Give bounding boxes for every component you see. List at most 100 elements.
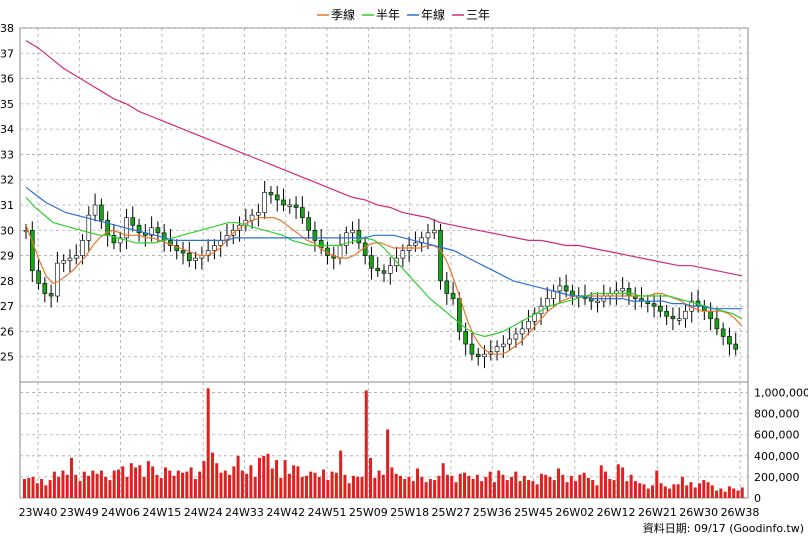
candle-body bbox=[262, 192, 267, 213]
candle-body bbox=[526, 321, 531, 330]
candle-body bbox=[507, 338, 512, 345]
candle-body bbox=[720, 328, 726, 337]
volume-bar bbox=[467, 475, 471, 498]
volume-bar bbox=[287, 473, 291, 498]
x-tick-label: 26W21 bbox=[638, 506, 677, 519]
volume-bar bbox=[364, 390, 368, 498]
volume-bar bbox=[343, 474, 347, 498]
volume-bar bbox=[638, 483, 642, 498]
volume-bar bbox=[99, 470, 103, 498]
candle-body bbox=[293, 204, 299, 208]
candle-body bbox=[626, 288, 632, 297]
candle-body bbox=[375, 267, 381, 272]
volume-bar bbox=[441, 463, 445, 498]
candle-body bbox=[501, 343, 506, 347]
x-tick-label: 25W09 bbox=[349, 506, 388, 519]
volume-bar bbox=[463, 472, 467, 498]
volume-bar bbox=[356, 476, 360, 498]
volume-bar bbox=[275, 460, 279, 498]
volume-bar bbox=[304, 475, 308, 498]
volume-bar bbox=[492, 482, 496, 498]
x-tick-label: 24W24 bbox=[184, 506, 223, 519]
x-tick-label: 25W27 bbox=[432, 506, 471, 519]
volume-bar bbox=[680, 476, 684, 498]
price-tick-label: 35 bbox=[0, 98, 14, 111]
ma-line bbox=[25, 186, 742, 310]
volume-bar bbox=[215, 463, 219, 498]
volume-bar bbox=[522, 475, 526, 498]
candle-body bbox=[714, 318, 720, 330]
candle-body bbox=[337, 245, 343, 259]
candle-body bbox=[130, 217, 136, 226]
candle-body bbox=[475, 353, 481, 358]
volume-bar bbox=[698, 483, 701, 498]
volume-bar bbox=[193, 479, 197, 498]
candle-body bbox=[450, 293, 456, 299]
volume-bar bbox=[646, 488, 650, 498]
volume-bar bbox=[586, 477, 590, 498]
volume-bar bbox=[604, 471, 608, 498]
volume-bar bbox=[87, 475, 91, 498]
volume-bar bbox=[433, 480, 437, 498]
volume-bar bbox=[360, 476, 364, 498]
volume-bar bbox=[257, 457, 261, 498]
volume-bar bbox=[655, 470, 659, 498]
volume-bar bbox=[223, 470, 227, 498]
candle-body bbox=[387, 265, 393, 274]
price-tick-label: 26 bbox=[0, 325, 14, 338]
volume-bar bbox=[420, 476, 424, 498]
candle-body bbox=[620, 288, 625, 292]
candle-body bbox=[727, 336, 732, 345]
candle-body bbox=[136, 224, 142, 234]
volume-bar bbox=[595, 485, 599, 498]
candle-body bbox=[67, 257, 73, 261]
candle-body bbox=[287, 204, 293, 207]
candle-body bbox=[551, 290, 556, 299]
x-tick-label: 23W40 bbox=[19, 506, 58, 519]
candle-body bbox=[670, 315, 676, 320]
x-tick-label: 24W51 bbox=[308, 506, 347, 519]
candle-body bbox=[306, 217, 311, 231]
candle-body bbox=[249, 214, 255, 221]
volume-bar bbox=[202, 461, 206, 498]
volume-bar bbox=[266, 453, 270, 498]
volume-tick-label: 600,000 bbox=[754, 429, 800, 442]
volume-bar bbox=[116, 469, 120, 498]
candle-body bbox=[55, 262, 60, 297]
volume-bar bbox=[565, 482, 569, 498]
volume-bar bbox=[134, 467, 138, 498]
volume-bar bbox=[424, 482, 428, 498]
volume-bar bbox=[672, 484, 676, 498]
volume-bar bbox=[723, 491, 727, 498]
candle-body bbox=[61, 260, 66, 264]
volume-bar bbox=[292, 465, 296, 498]
volume-bar bbox=[322, 469, 326, 498]
price-tick-label: 33 bbox=[0, 148, 14, 161]
volume-y-axis: 0 200,000 400,000 600,000 800,000 1,000,000 bbox=[754, 387, 808, 505]
volume-bar bbox=[121, 466, 125, 498]
volume-bar bbox=[313, 472, 317, 498]
candle-body bbox=[193, 257, 198, 261]
volume-bar bbox=[27, 477, 31, 498]
volume-bar bbox=[471, 479, 475, 498]
ma-line bbox=[25, 217, 743, 355]
volume-bar bbox=[625, 481, 629, 498]
volume-bar bbox=[108, 480, 112, 498]
volume-bar bbox=[685, 485, 689, 498]
candle-body bbox=[268, 192, 274, 196]
volume-bar bbox=[151, 466, 155, 498]
volume-bar bbox=[189, 467, 193, 498]
volume-bar bbox=[599, 465, 603, 498]
volume-bar bbox=[552, 480, 556, 498]
candle-body bbox=[544, 298, 550, 307]
volume-bar bbox=[557, 468, 561, 498]
volume-bar bbox=[736, 490, 740, 498]
volume-bar bbox=[574, 481, 578, 498]
candle-body bbox=[168, 240, 173, 246]
x-tick-label: 25W45 bbox=[514, 506, 553, 519]
volume-bar bbox=[159, 477, 163, 498]
volume-bar bbox=[104, 476, 108, 498]
volume-bar bbox=[369, 457, 373, 498]
candle-body bbox=[513, 333, 519, 340]
volume-bar bbox=[300, 476, 304, 498]
